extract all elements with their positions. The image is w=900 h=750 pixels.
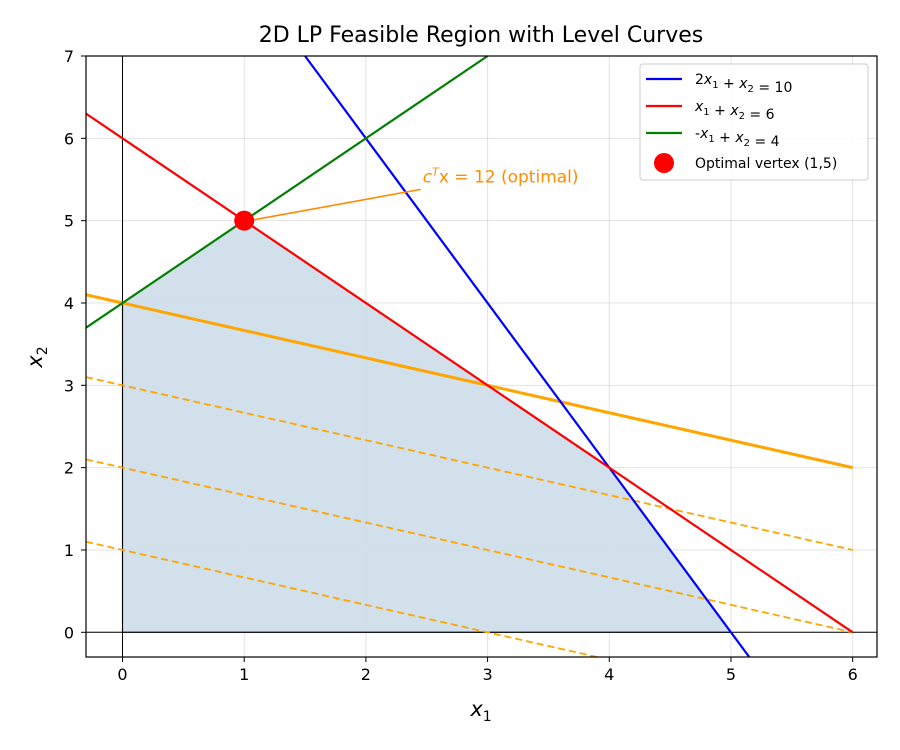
legend-label-0-part: 1: [712, 80, 718, 91]
legend-label-0-part: 2: [748, 84, 754, 95]
level-curve-12: [85, 293, 853, 470]
x-tick-label: 6: [848, 665, 858, 684]
legend-label-2-part: +: [715, 130, 736, 146]
y-axis-label-sub: 2: [35, 346, 51, 355]
axes-frame: [85, 55, 878, 658]
y-axis-label: x2: [23, 346, 51, 368]
level-curve-9: [85, 376, 853, 551]
legend-marker-optimal: [654, 153, 674, 173]
legend-label-2-part: 2: [744, 138, 750, 149]
annotation-sup: T: [432, 165, 440, 178]
legend-label-0-part: 2: [695, 72, 704, 88]
legend-label-2: -x1 + x2 = 4: [695, 126, 780, 150]
y-tick-label: 5: [64, 212, 74, 231]
x-tick-label: 2: [361, 665, 371, 684]
legend-label-0: 2x1 + x2 = 10: [695, 72, 792, 96]
y-tick-label: 3: [64, 376, 74, 395]
legend-label-1-part: +: [710, 103, 731, 119]
legend-box: [639, 63, 869, 181]
annotation-label: cTx = 12 (optimal): [423, 165, 579, 187]
legend-label-2-part: 1: [708, 134, 714, 145]
chart-title: 2D LP Feasible Region with Level Curves: [259, 23, 704, 48]
feasible-region: [121, 219, 733, 633]
x-axis-label-sub: 1: [483, 709, 492, 725]
legend-label-1-part: 1: [703, 107, 709, 118]
legend-label-0-part: = 10: [754, 80, 792, 96]
legend-label-0-part: x: [738, 76, 748, 92]
legend-label-1-part: = 6: [745, 107, 775, 123]
constraint-line-1: [85, 112, 854, 634]
y-axis-label-main: x: [23, 355, 47, 369]
legend-label-0-part: x: [703, 72, 713, 88]
y-tick-label: 6: [64, 129, 74, 148]
annotation-arrow: [254, 188, 421, 221]
y-tick-label: 0: [64, 623, 74, 642]
constraint-line-0: [304, 55, 751, 658]
x-tick-label: 0: [117, 665, 127, 684]
y-tick-label: 7: [64, 47, 74, 66]
annotation-c: c: [423, 167, 433, 187]
x-axis-label-main: x: [469, 697, 483, 721]
x-axis-label: x1: [469, 697, 491, 725]
y-tick-label: 4: [64, 294, 74, 313]
legend-label-optimal: Optimal vertex (1,5): [695, 156, 837, 172]
legend-label-1: x1 + x2 = 6: [694, 99, 775, 123]
x-tick-label: 3: [482, 665, 492, 684]
x-tick-label: 1: [239, 665, 249, 684]
annotation-rest: x = 12 (optimal): [439, 167, 579, 187]
x-tick-label: 4: [604, 665, 614, 684]
legend-label-2-part: = 4: [750, 134, 780, 150]
legend-label-2-part: -: [695, 126, 700, 142]
legend-label-2-part: x: [734, 130, 744, 146]
legend-label-2-part: x: [699, 126, 709, 142]
legend-label-1-part: x: [729, 103, 739, 119]
optimal-vertex-marker: [234, 210, 255, 231]
legend-label-0-part: +: [719, 76, 740, 92]
legend-label-1-part: 2: [739, 111, 745, 122]
level-curve-6: [85, 458, 853, 634]
y-tick-label: 2: [64, 459, 74, 478]
legend-label-1-part: x: [694, 99, 704, 115]
x-tick-label: 5: [726, 665, 736, 684]
y-tick-label: 1: [64, 541, 74, 560]
constraint-line-2: [85, 55, 489, 329]
